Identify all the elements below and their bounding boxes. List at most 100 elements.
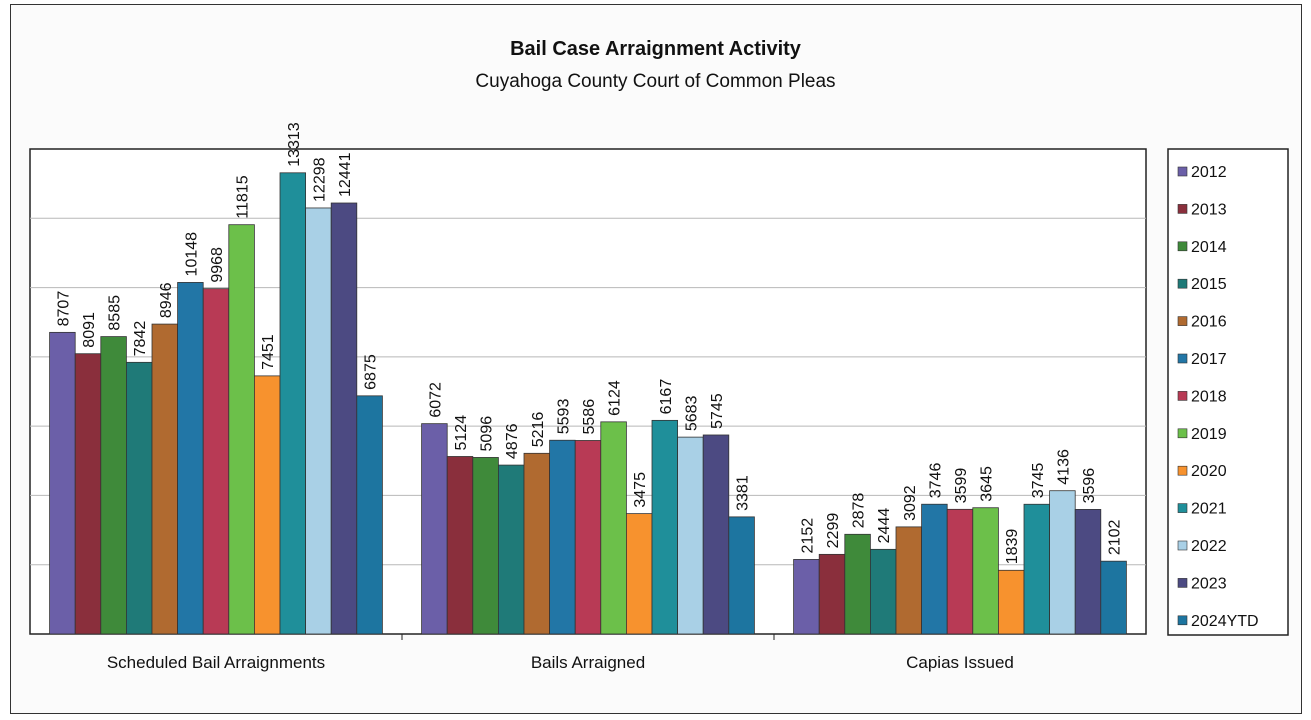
bar-2022-0 <box>305 207 332 635</box>
data-label: 5593 <box>555 399 572 435</box>
data-label: 6167 <box>658 379 675 415</box>
bar-2012-2 <box>793 559 820 635</box>
bar-2021-0 <box>279 172 307 635</box>
data-label: 6072 <box>427 382 444 418</box>
data-label: 4876 <box>504 423 521 459</box>
legend-swatch-2023 <box>1177 578 1188 588</box>
legend-entry: 2018 <box>1191 388 1227 405</box>
data-label: 12298 <box>311 157 328 202</box>
bar-2022-1 <box>677 436 704 635</box>
data-label: 3475 <box>632 472 649 508</box>
data-label: 3746 <box>927 463 944 499</box>
legend-swatch-2018 <box>1177 391 1188 401</box>
bar-2023-1 <box>702 434 730 635</box>
data-label: 7451 <box>260 334 277 370</box>
bar-2016-1 <box>523 452 551 635</box>
legend-entry: 2020 <box>1191 463 1227 480</box>
data-label: 13313 <box>286 122 303 167</box>
data-label: 2152 <box>799 518 816 554</box>
data-label: 8707 <box>55 291 72 327</box>
data-label: 3645 <box>979 466 996 502</box>
data-label: 3596 <box>1081 468 1098 504</box>
data-label: 8946 <box>158 282 175 318</box>
bar-2020-1 <box>626 513 653 635</box>
legend-entry: 2023 <box>1191 575 1227 592</box>
data-label: 2102 <box>1107 519 1124 555</box>
data-label: 2878 <box>851 493 868 529</box>
bar-2018-1 <box>574 440 602 635</box>
bar-2013-1 <box>446 456 474 635</box>
data-label: 3599 <box>953 468 970 504</box>
data-label: 8091 <box>81 312 98 348</box>
legend-entry: 2012 <box>1191 164 1227 181</box>
bar-2019-1 <box>600 421 627 635</box>
data-label: 5586 <box>581 399 598 435</box>
bar-2024ytd-1 <box>728 516 755 635</box>
data-label: 6875 <box>363 354 380 390</box>
legend-swatch-2012 <box>1177 166 1188 177</box>
data-label: 5124 <box>453 415 470 451</box>
bar-2015-0 <box>126 361 153 635</box>
bar-2013-0 <box>74 353 102 635</box>
legend-box <box>1167 148 1289 636</box>
bar-2021-2 <box>1023 503 1051 635</box>
bar-2021-1 <box>651 419 679 635</box>
legend-entry: 2016 <box>1191 314 1227 331</box>
legend-swatch-2014 <box>1177 241 1188 252</box>
legend-swatch-2017 <box>1177 353 1188 364</box>
bar-2023-2 <box>1074 509 1102 635</box>
data-label: 5216 <box>530 412 547 448</box>
data-label: 2299 <box>825 513 842 549</box>
bar-2016-2 <box>895 526 923 635</box>
legend-entry: 2014 <box>1191 239 1227 256</box>
bar-2024ytd-0 <box>356 395 383 635</box>
bar-2013-2 <box>818 553 846 635</box>
legend-entry: 2024YTD <box>1191 613 1259 630</box>
bar-2014-2 <box>844 533 871 635</box>
data-label: 3381 <box>735 475 752 511</box>
legend-swatch-2013 <box>1177 204 1188 214</box>
bar-2014-1 <box>472 457 499 635</box>
bar-2018-0 <box>202 288 230 635</box>
data-label: 5745 <box>709 393 726 429</box>
data-label: 12441 <box>337 152 354 197</box>
data-label: 7842 <box>132 321 149 357</box>
bar-2017-2 <box>921 503 948 635</box>
bar-2012-1 <box>421 423 448 635</box>
data-label: 2444 <box>876 508 893 544</box>
chart-subtitle: Cuyahoga County Court of Common Pleas <box>475 71 836 92</box>
bar-2017-0 <box>177 282 204 635</box>
chart-title: Bail Case Arraignment Activity <box>510 38 801 60</box>
legend-entry: 2021 <box>1191 501 1227 518</box>
bar-2017-1 <box>549 439 576 635</box>
bar-2019-2 <box>972 507 999 635</box>
data-label: 3092 <box>902 485 919 521</box>
data-label: 4136 <box>1055 449 1072 485</box>
category-label: Scheduled Bail Arraignments <box>107 653 325 672</box>
bar-2014-0 <box>100 336 127 635</box>
bar-2022-2 <box>1049 490 1076 635</box>
legend-swatch-2016 <box>1177 316 1188 326</box>
legend-entry: 2019 <box>1191 426 1227 443</box>
data-label: 10148 <box>183 232 200 277</box>
category-label: Bails Arraigned <box>531 653 645 672</box>
legend-swatch-2024ytd <box>1177 615 1188 626</box>
bar-2012-0 <box>49 331 76 635</box>
bar-2015-2 <box>870 548 897 635</box>
data-label: 6124 <box>607 380 624 416</box>
bar-2018-2 <box>946 508 974 635</box>
bar-2016-0 <box>151 323 179 635</box>
data-label: 3745 <box>1030 463 1047 499</box>
category-label: Capias Issued <box>906 653 1014 672</box>
data-label: 9968 <box>209 247 226 283</box>
legend-entry: 2015 <box>1191 276 1227 293</box>
data-label: 5096 <box>479 416 496 452</box>
legend-swatch-2020 <box>1177 465 1188 476</box>
bar-2020-0 <box>253 375 281 635</box>
legend-entry: 2022 <box>1191 538 1227 555</box>
data-label: 1839 <box>1004 529 1021 565</box>
bar-2019-0 <box>228 224 255 635</box>
legend-entry: 2017 <box>1191 351 1227 368</box>
legend-swatch-2015 <box>1177 278 1188 289</box>
